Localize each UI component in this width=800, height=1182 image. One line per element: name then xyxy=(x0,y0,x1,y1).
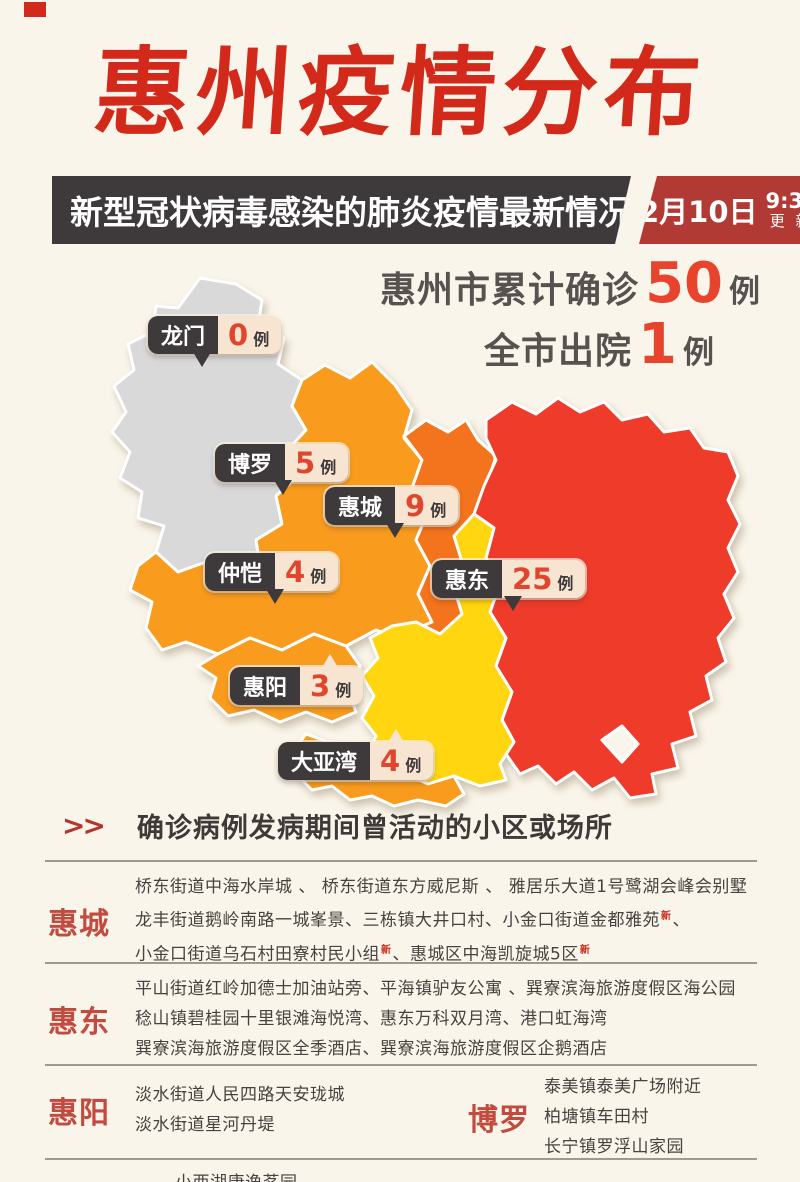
divider xyxy=(45,860,757,862)
discharged-total: 全市出院 1 例 xyxy=(484,312,714,377)
location-line: 巽寮滨海旅游度假区全季酒店、巽寮滨海旅游度假区企鹅酒店 xyxy=(135,1039,608,1059)
count-longmen: 0 xyxy=(228,318,249,352)
location-line: 淡水街道星河丹堤 xyxy=(135,1115,275,1135)
section-boluo: 博罗 泰美镇泰美广场附近 柏塘镇车田村 长宁镇罗浮山家园 xyxy=(468,1072,768,1162)
new-badge: 新 xyxy=(579,944,591,956)
pointer-tail xyxy=(273,480,292,495)
chevrons-icon: >> xyxy=(62,809,106,842)
count-huidong: 25 xyxy=(512,562,553,596)
section-label-huicheng: 惠城 xyxy=(48,906,110,942)
discharged-count: 1 xyxy=(638,312,677,377)
new-badge: 新 xyxy=(661,911,672,922)
confirmed-total: 惠州市累计确诊 50 例 xyxy=(380,251,760,316)
pointer-tail xyxy=(386,523,405,538)
count-boluo: 5 xyxy=(295,446,316,480)
count-huicheng: 9 xyxy=(405,489,426,523)
count-huiyang: 3 xyxy=(310,669,331,703)
divider xyxy=(45,962,757,964)
section-huidong: 惠东 平山街道红岭加德士加油站旁、平海镇驴友公寓 、巽寮滨海旅游度假区海公园 稔… xyxy=(48,974,760,1064)
pointer-tail xyxy=(320,654,339,669)
banner-update-label: 更 新 xyxy=(769,212,800,231)
divider xyxy=(45,1064,757,1066)
location-line: 龙丰街道鹅岭南路一城峯景、三栋镇大井口村、小金口街道金都雅苑新、 xyxy=(135,910,690,931)
corner-decoration xyxy=(24,2,46,17)
section-label-boluo: 博罗 xyxy=(468,1103,530,1138)
new-badge: 新 xyxy=(381,944,392,956)
partial-location-line: 小西湖康逸茗园 xyxy=(175,1168,298,1182)
pointer-tail xyxy=(386,729,405,744)
section-label-huiyang: 惠阳 xyxy=(48,1096,110,1131)
confirmed-count: 50 xyxy=(645,251,723,316)
location-line: 小金口街道乌石村田寮村民小组新、惠城区中海凯旋城5区新 xyxy=(135,944,591,965)
pointer-tail xyxy=(193,352,212,367)
map-label-huidong: 惠东 25 例 xyxy=(432,560,586,611)
subtitle-banner: 新型冠状病毒感染的肺炎疫情最新情况 2月10日 9:30 更 新 xyxy=(52,176,800,244)
pointer-tail xyxy=(504,596,523,611)
section-label-huidong: 惠东 xyxy=(48,1005,110,1040)
location-line: 桥东街道中海水岸城 、 桥东街道东方威尼斯 、 雅居乐大道1号鹭湖会峰会别墅 xyxy=(135,877,748,897)
location-line: 柏塘镇车田村 xyxy=(544,1107,649,1127)
count-dayawan: 4 xyxy=(380,744,401,778)
coast-bay-cutout xyxy=(600,724,640,764)
location-line: 泰美镇泰美广场附近 xyxy=(544,1077,702,1097)
locations-section-header: >> 确诊病例发病期间曾活动的小区或场所 xyxy=(62,806,613,845)
divider xyxy=(45,1158,757,1160)
location-line: 平山街道红岭加德士加油站旁、平海镇驴友公寓 、巽寮滨海旅游度假区海公园 xyxy=(135,979,736,999)
location-line: 稔山镇碧桂园十里银滩海悦湾、惠东万科双月湾、港口虹海湾 xyxy=(135,1009,608,1029)
pointer-tail xyxy=(266,589,285,604)
locations-section-title: 确诊病例发病期间曾活动的小区或场所 xyxy=(136,813,613,844)
section-huicheng: 惠城 桥东街道中海水岸城 、 桥东街道东方威尼斯 、 雅居乐大道1号鹭湖会峰会别… xyxy=(48,872,760,969)
banner-time: 9:30 xyxy=(765,189,800,214)
summary-stats: 惠州市累计确诊 50 例 全市出院 1 例 xyxy=(380,256,760,374)
banner-subtitle: 新型冠状病毒感染的肺炎疫情最新情况 xyxy=(52,176,631,244)
banner-date-block: 2月10日 9:30 更 新 xyxy=(639,176,800,244)
page-title: 惠州疫情分布 xyxy=(90,37,710,149)
banner-date: 2月10日 xyxy=(639,195,758,229)
location-line: 长宁镇罗浮山家园 xyxy=(544,1137,684,1157)
section-huiyang: 惠阳 淡水街道人民四路天安珑城 淡水街道星河丹堤 xyxy=(48,1080,428,1140)
location-line: 淡水街道人民四路天安珑城 xyxy=(135,1085,345,1105)
count-zhongkai: 4 xyxy=(285,555,306,589)
